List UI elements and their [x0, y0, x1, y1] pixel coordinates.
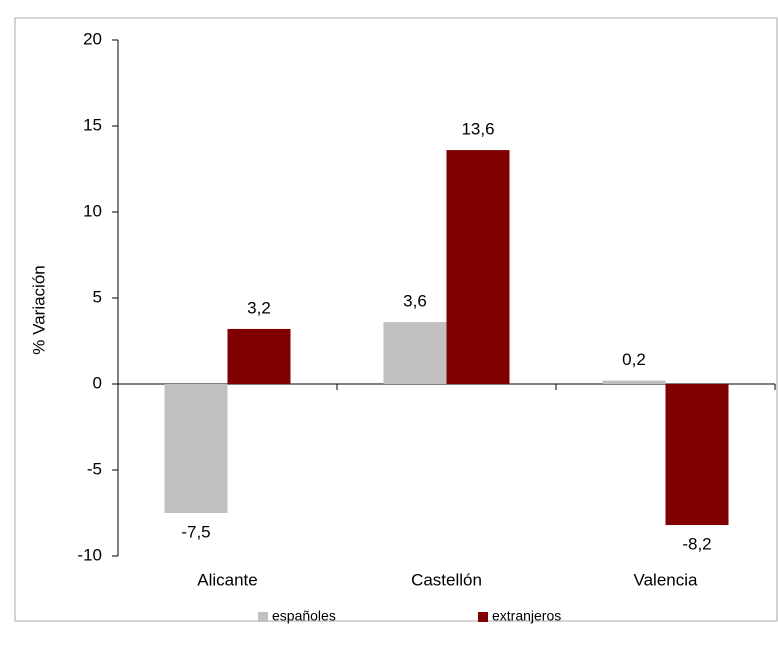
value-label: -8,2: [682, 535, 711, 554]
bar: [665, 384, 729, 526]
legend-label: extranjeros: [492, 608, 561, 624]
bar: [164, 384, 228, 513]
y-tick-label: 0: [93, 373, 102, 392]
y-tick-label: 15: [83, 115, 102, 134]
x-tick-label: Valencia: [634, 570, 698, 589]
value-label: 3,2: [247, 298, 271, 317]
legend-swatch: [258, 612, 268, 622]
bar: [602, 380, 666, 384]
y-tick-label: 5: [93, 287, 102, 306]
value-label: -7,5: [181, 522, 210, 541]
y-tick-label: -5: [87, 459, 102, 478]
chart-frame: [14, 17, 778, 622]
x-tick-label: Castellón: [411, 570, 482, 589]
bar: [227, 328, 291, 384]
legend-label: españoles: [272, 608, 336, 624]
y-tick-label: -10: [77, 545, 102, 564]
value-label: 0,2: [622, 350, 646, 369]
value-label: 3,6: [403, 292, 427, 311]
value-label: 13,6: [461, 120, 494, 139]
x-tick-label: Alicante: [197, 570, 257, 589]
y-tick-label: 20: [83, 29, 102, 48]
y-tick-label: 10: [83, 201, 102, 220]
bar: [383, 322, 447, 384]
bar: [446, 150, 510, 384]
legend-swatch: [478, 612, 488, 622]
y-axis-label: % Variación: [29, 265, 48, 354]
